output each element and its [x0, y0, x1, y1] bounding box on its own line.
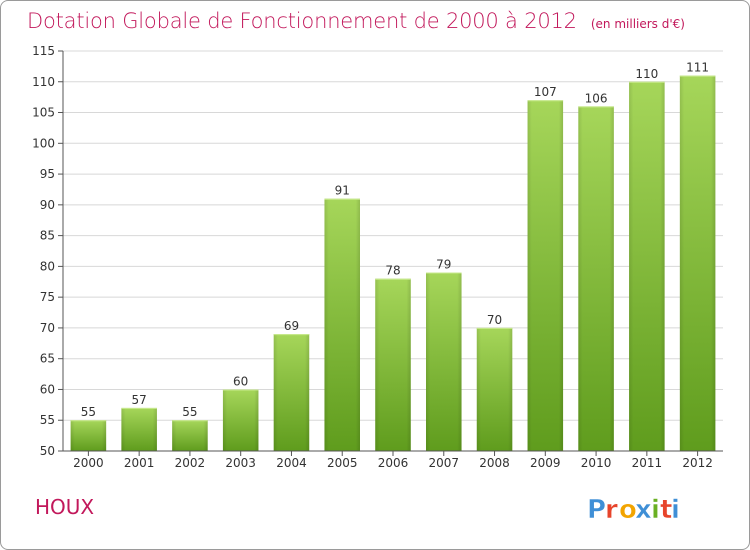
y-tick-label: 70 — [40, 321, 55, 335]
proxiti-logo[interactable]: Pr ox i ti — [585, 490, 695, 526]
logo-letter: r — [605, 495, 618, 525]
bars: 55 57 55 60 69 91 78 79 70 107 106 110 111 — [70, 61, 716, 452]
y-tick-label: 80 — [40, 259, 55, 273]
y-tick-label: 115 — [32, 44, 55, 58]
bar-shade — [222, 389, 259, 451]
y-tick-label: 105 — [32, 106, 55, 120]
y-tick-label: 110 — [32, 75, 55, 89]
y-tick-label: 60 — [40, 382, 55, 396]
x-tick-label: 2005 — [327, 456, 358, 470]
logo-letter: o — [619, 495, 637, 525]
bar-value-label: 91 — [335, 184, 350, 198]
bar-value-label: 106 — [585, 91, 608, 105]
bar-value-label: 107 — [534, 85, 557, 99]
bar-value-label: 57 — [132, 393, 147, 407]
bar-value-label: 69 — [284, 319, 299, 333]
bar-shade — [578, 106, 614, 451]
chart-title: Dotation Globale de Fonctionnement de 20… — [27, 9, 685, 33]
x-tick-label: 2012 — [682, 456, 713, 470]
bar-value-label: 111 — [686, 61, 709, 75]
y-tick-label: 95 — [40, 167, 55, 181]
logo-letter: i — [651, 495, 660, 525]
y-tick-label: 50 — [40, 444, 55, 458]
x-tick-label: 2001 — [124, 456, 155, 470]
axes: 50 55 60 65 70 75 80 85 90 95 100 105 110 115 2000 2001… — [32, 44, 723, 470]
bar-shade — [629, 81, 665, 452]
x-tick-label: 2008 — [479, 456, 510, 470]
bar-shade — [121, 407, 157, 451]
bar-shade — [324, 198, 360, 451]
bar-value-label: 78 — [385, 264, 400, 278]
x-tick-label: 2010 — [581, 456, 612, 470]
chart-unit: (en milliers d'€) — [590, 17, 685, 31]
bar-shade — [679, 75, 716, 451]
bar-value-label: 60 — [233, 374, 248, 388]
x-tick-label: 2004 — [276, 456, 307, 470]
x-tick-label: 2000 — [73, 456, 104, 470]
y-tick-label: 100 — [32, 136, 55, 150]
y-tick-label: 75 — [40, 290, 55, 304]
bar-shade — [426, 272, 462, 451]
y-tick-label: 65 — [40, 352, 55, 366]
commune-name: HOUX — [35, 495, 95, 519]
x-tick-label: 2009 — [530, 456, 561, 470]
x-tick-label: 2007 — [428, 456, 459, 470]
x-tick-label: 2002 — [175, 456, 206, 470]
bar-shade — [527, 100, 564, 451]
x-tick-label: 2003 — [225, 456, 256, 470]
x-tick-label: 2006 — [378, 456, 409, 470]
logo-letter: i — [671, 495, 680, 525]
logo-letter: P — [587, 495, 606, 525]
bar-value-label: 110 — [635, 67, 658, 81]
logo-letter: t — [660, 495, 672, 525]
bar-shade — [476, 327, 513, 451]
bar-value-label: 79 — [436, 258, 451, 272]
bar-value-label: 55 — [182, 405, 197, 419]
bar-value-label: 55 — [81, 405, 96, 419]
logo-letter: x — [635, 495, 652, 525]
bar-chart: 55 57 55 60 69 91 78 79 70 107 106 110 111 50 55 60 65 7… — [32, 44, 723, 470]
bar-shade — [70, 420, 107, 451]
x-tick-label: 2011 — [632, 456, 663, 470]
y-tick-label: 55 — [40, 413, 55, 427]
bar-value-label: 70 — [487, 313, 502, 327]
bar-shade — [375, 278, 411, 451]
y-tick-label: 85 — [40, 229, 55, 243]
chart-title-text: Dotation Globale de Fonctionnement de 20… — [27, 9, 577, 33]
bar-shade — [172, 420, 208, 451]
bar-shade — [273, 334, 310, 451]
y-tick-label: 90 — [40, 198, 55, 212]
